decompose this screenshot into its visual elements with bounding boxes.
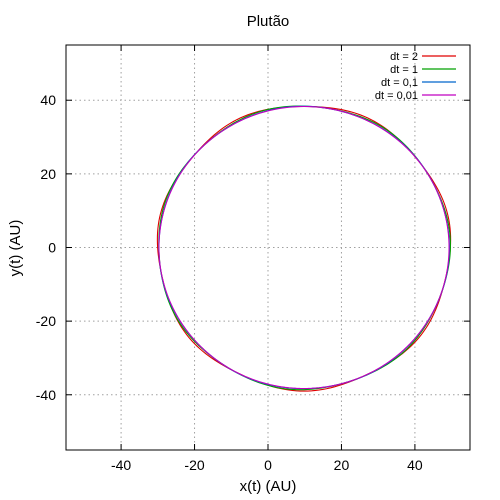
ticks-group xyxy=(66,45,470,450)
legend-label: dt = 2 xyxy=(390,51,418,63)
grid xyxy=(66,45,470,450)
y-tick-label: 0 xyxy=(48,240,56,256)
y-axis-label: y(t) (AU) xyxy=(7,220,24,277)
x-axis-label: x(t) (AU) xyxy=(240,478,297,495)
series-group xyxy=(156,105,452,392)
x-tick-label: -40 xyxy=(111,457,131,473)
orbit-series-line xyxy=(158,105,450,390)
legend-label: dt = 1 xyxy=(390,64,418,76)
chart-title: Plutão xyxy=(247,13,290,30)
x-tick-label: 40 xyxy=(407,457,423,473)
x-tick-label: -20 xyxy=(184,457,204,473)
y-tick-label: 40 xyxy=(40,92,56,108)
y-tick-label: -20 xyxy=(36,313,56,329)
legend: dt = 2dt = 1dt = 0,1dt = 0,01 xyxy=(375,51,456,102)
y-tick-label: 20 xyxy=(40,166,56,182)
legend-label: dt = 0,1 xyxy=(381,77,418,89)
legend-label: dt = 0,01 xyxy=(375,90,418,102)
y-tick-label: -40 xyxy=(36,387,56,403)
x-tick-label: 20 xyxy=(334,457,350,473)
tick-labels-group: -40 -20 0 20 40 -40 -20 0 20 40 xyxy=(36,92,423,473)
x-tick-label: 0 xyxy=(264,457,272,473)
